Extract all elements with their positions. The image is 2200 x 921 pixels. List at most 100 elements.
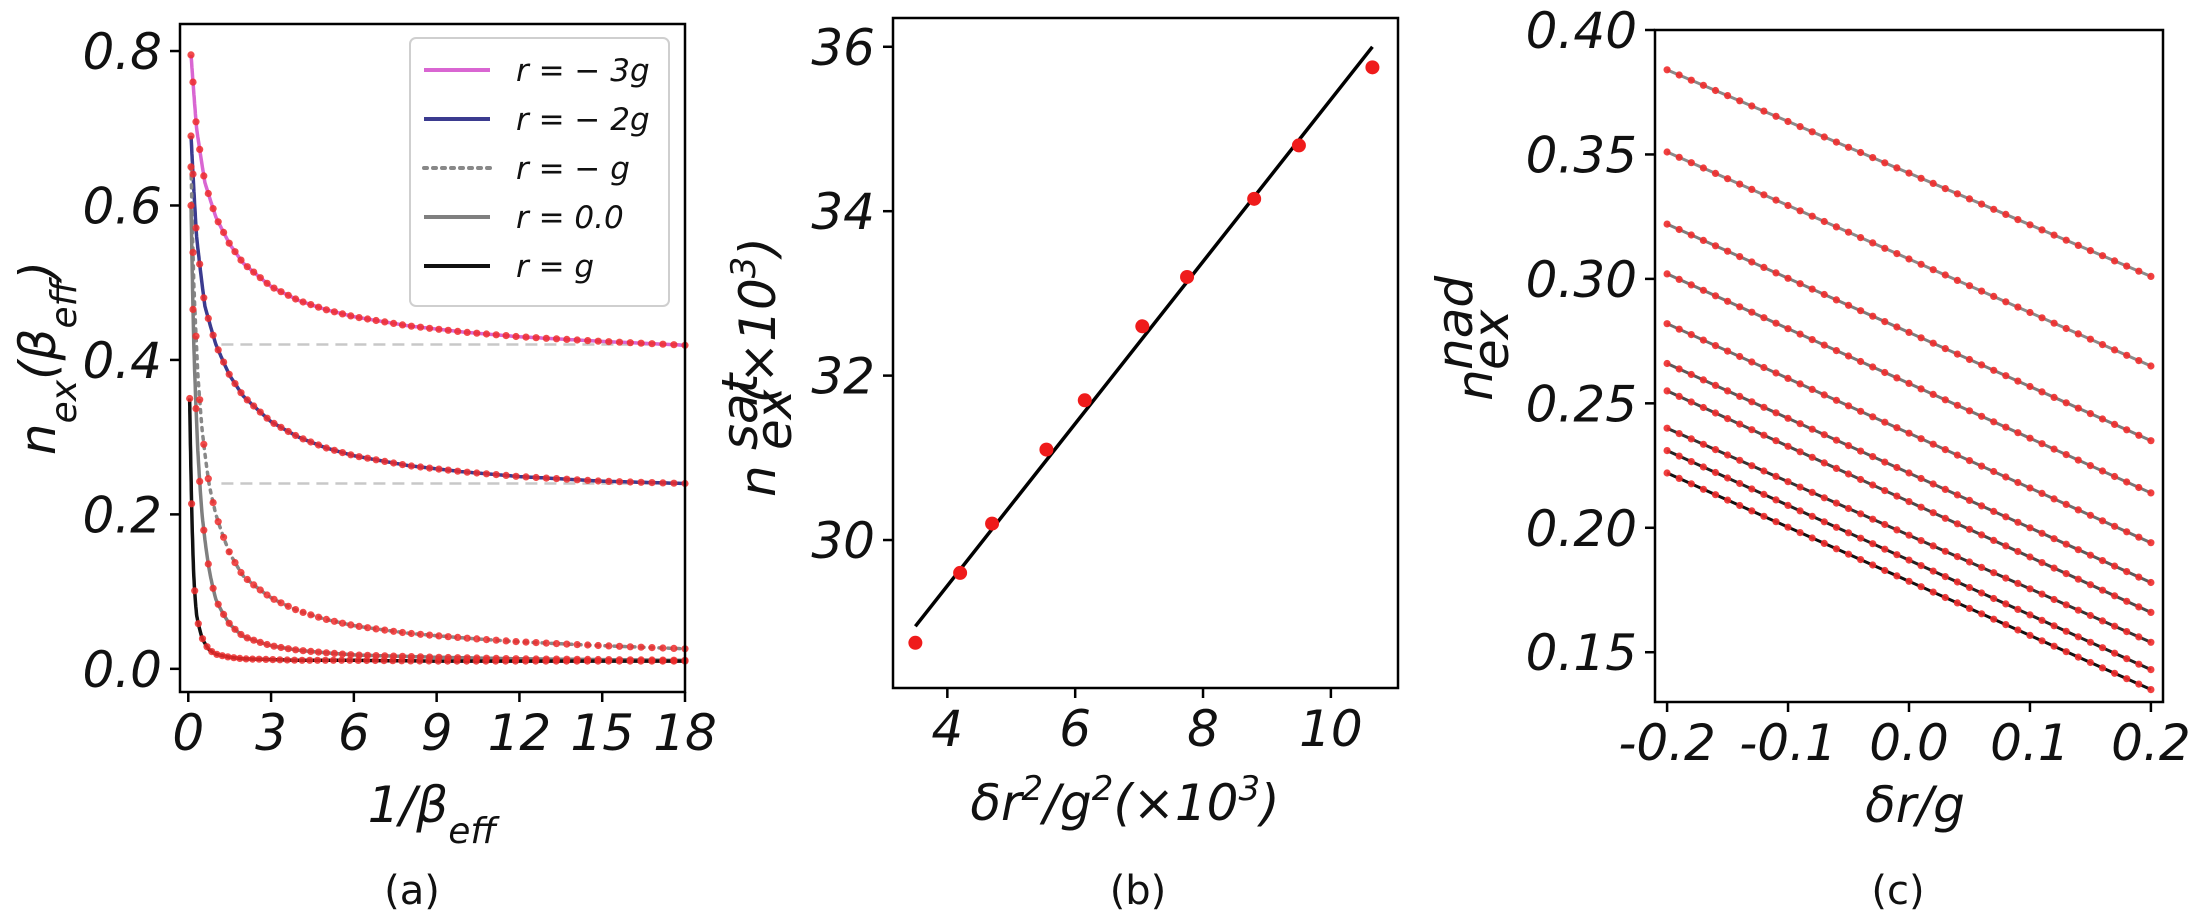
data-marker [1929,588,1937,596]
data-marker [1832,523,1840,531]
data-marker [416,657,424,665]
data-marker [1748,462,1756,470]
data-marker [1965,282,1974,290]
data-marker [637,339,645,347]
data-marker [2062,236,2070,244]
data-marker [1711,491,1720,499]
panel-a-ylabel: nex(βeff) [9,261,85,455]
panel-c-frame [1653,28,2165,704]
data-marker [1724,415,1732,423]
data-marker [209,499,217,507]
data-marker [237,389,245,397]
data-marker [1711,409,1720,417]
data-marker [364,454,372,462]
svg-text:n: n [1446,369,1504,401]
panel-a-xtick-label: 6 [338,704,370,762]
data-marker [1748,102,1756,110]
data-marker [196,396,204,404]
data-marker [1881,545,1889,553]
data-marker [330,308,338,316]
data-marker [1978,531,1986,539]
data-marker [2038,559,2046,567]
data-marker [1760,512,1768,520]
data-marker [626,643,634,651]
data-marker [542,474,550,482]
data-marker [444,466,452,474]
data-marker [1905,556,1913,564]
data-marker [659,340,667,348]
data-marker [2002,513,2010,521]
data-marker [2147,638,2155,646]
panel-b-ytick-label: 30 [811,512,875,570]
data-marker [1978,200,1986,208]
data-marker [398,628,407,637]
data-marker [1941,185,1949,193]
data-marker [1784,501,1792,509]
data-marker [435,632,443,640]
data-marker [1760,107,1768,115]
data-marker [290,656,299,664]
data-marker [1905,379,1913,387]
data-marker [2147,362,2155,370]
data-marker [2135,633,2143,641]
data-marker [214,518,222,526]
data-marker [1675,365,1683,373]
panel-b-ytick-label: 34 [811,183,875,241]
data-marker [407,657,415,665]
data-marker [1869,453,1877,461]
data-marker [189,78,197,86]
data-marker [1711,468,1720,477]
data-marker [1675,430,1683,438]
data-marker [2026,221,2034,229]
panel-c-ylabel: n nad ex [1426,276,1520,401]
data-marker [573,336,581,344]
data-marker [381,457,389,465]
data-marker [2098,664,2107,672]
data-marker [1796,507,1804,515]
data-marker [1772,496,1780,504]
legend-label-4: r = 0.0 [516,200,624,236]
data-marker [2123,351,2131,359]
data-marker [637,643,645,651]
data-marker [1699,81,1707,89]
data-marker [1953,190,1961,198]
data-marker [532,657,540,665]
data-marker [237,630,245,639]
data-marker [1978,287,1986,295]
data-marker [1881,566,1889,575]
panel-b: 4 6 8 10 30 32 34 36 δr2/g2(×103) n(×103) sat … [711,16,1400,914]
data-marker [2098,617,2107,625]
data-marker [1736,501,1744,510]
data-marker [1724,474,1732,482]
data-point [908,635,923,650]
data-marker [1675,452,1683,460]
data-marker [648,657,656,665]
data-marker [1663,66,1671,74]
data-marker [338,310,347,318]
data-marker [2147,608,2155,617]
data-marker [492,331,500,339]
data-marker [189,170,197,178]
data-marker [372,625,380,633]
data-marker [1965,525,1974,533]
data-marker [225,370,233,378]
data-marker [473,469,481,477]
data-marker [2014,626,2022,634]
data-marker [2050,231,2058,239]
data-marker [2086,335,2094,343]
data-marker [338,656,346,664]
data-marker [1917,385,1925,393]
data-marker [1832,545,1840,553]
data-marker [1711,381,1720,389]
data-marker [1724,451,1732,459]
data-marker [2038,314,2046,322]
data-marker [270,642,278,650]
data-marker [1978,462,1986,470]
data-marker [1990,418,1998,426]
data-marker [1941,573,1949,581]
data-marker [1724,347,1732,355]
data-marker [502,471,510,479]
data-marker [262,655,270,664]
data-marker [1724,387,1732,395]
data-marker [194,620,202,628]
